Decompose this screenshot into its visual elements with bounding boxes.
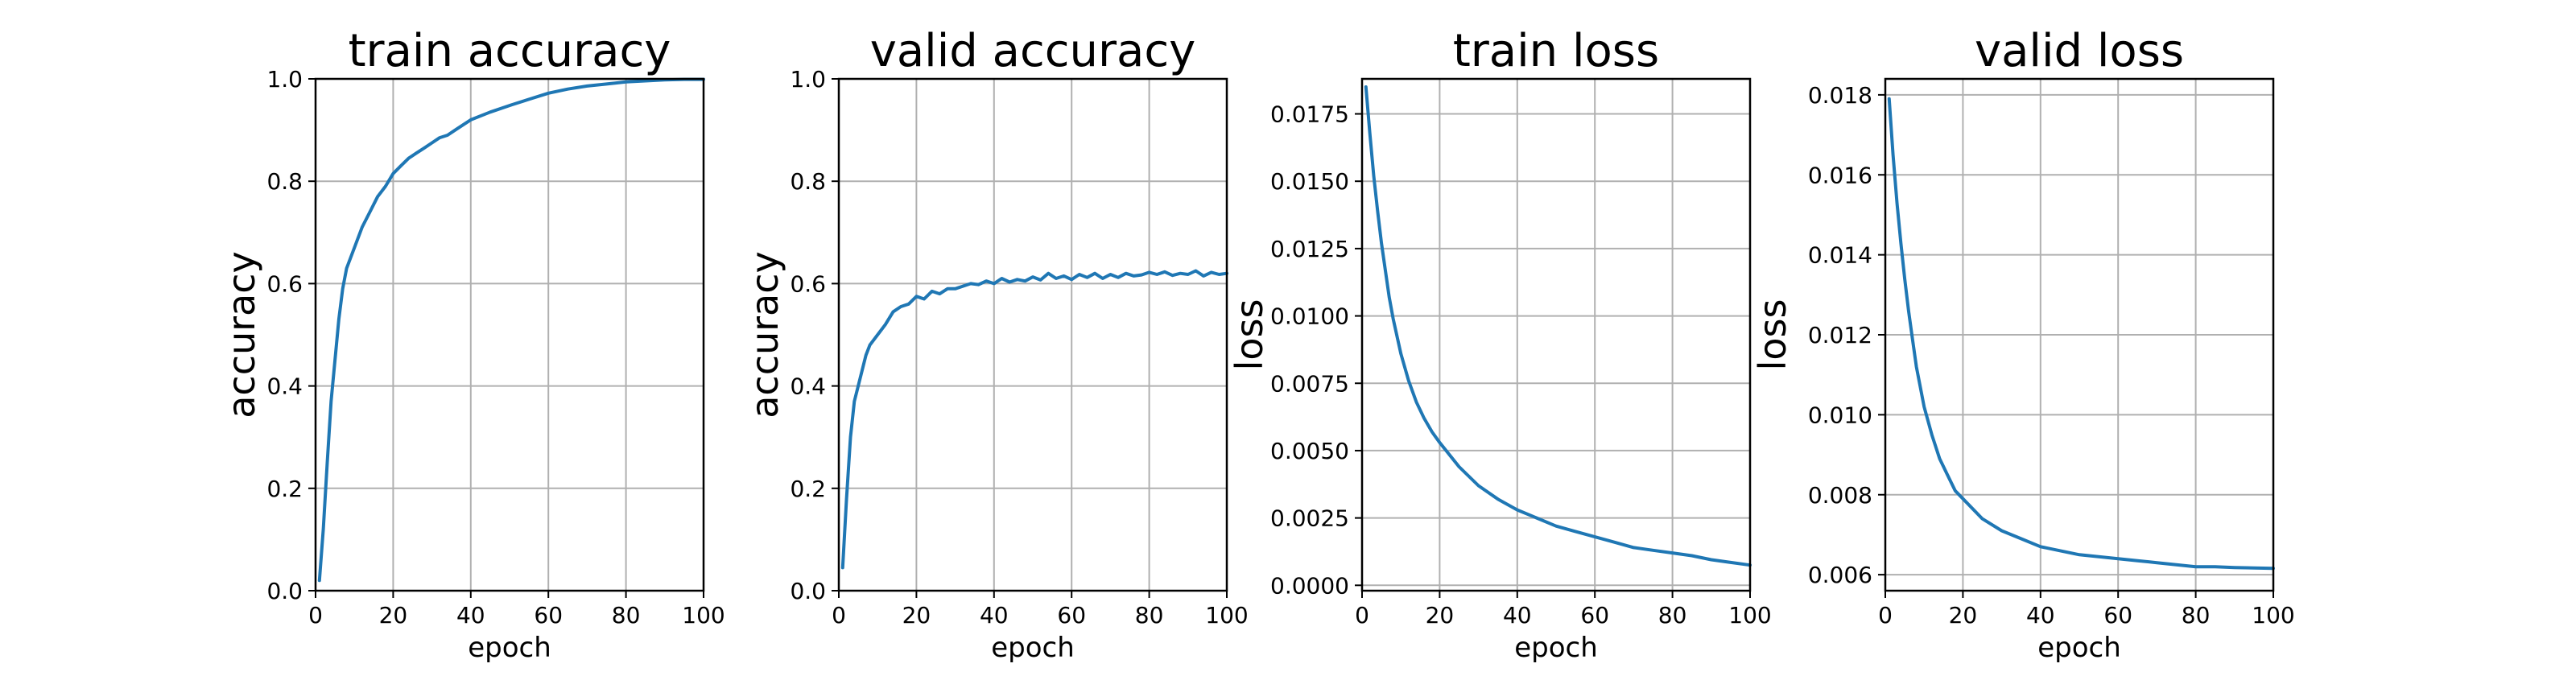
- x-tick-label: 80: [1135, 602, 1164, 629]
- x-ticks: 0 20 40 60 80 100: [1878, 591, 2295, 629]
- series-line: [1364, 85, 1752, 567]
- x-axis-label: epoch: [991, 632, 1075, 664]
- y-ticks: 0.0 0.2 0.4 0.6 0.8 1.0: [266, 66, 316, 604]
- y-tick-label: 0.008: [1808, 482, 1872, 509]
- x-tick-label: 100: [682, 602, 724, 629]
- x-ticks: 0 20 40 60 80 100: [1355, 591, 1772, 629]
- y-tick-label: 0.0150: [1270, 168, 1349, 195]
- y-axis-label: accuracy: [743, 251, 786, 418]
- x-tick-label: 40: [1503, 602, 1532, 629]
- x-ticks: 0 20 40 60 80 100: [308, 591, 725, 629]
- x-tick-label: 100: [1205, 602, 1248, 629]
- y-tick-label: 0.0: [266, 578, 303, 604]
- chart-title: valid accuracy: [870, 25, 1196, 77]
- x-tick-label: 40: [980, 602, 1009, 629]
- series-line: [1887, 97, 2275, 571]
- plot-frame: [1360, 77, 1752, 592]
- y-ticks: 0.0000 0.0025 0.0050 0.0075 0.0100 0.0125 0.01…: [1270, 101, 1362, 599]
- y-tick-label: 1.0: [790, 66, 826, 93]
- x-tick-label: 60: [2103, 602, 2132, 629]
- valid-loss-panel: 0 20 40 60 80 100 0.0060.0080.0100.0120.0140.…: [1751, 25, 2295, 664]
- x-tick-label: 80: [612, 602, 641, 629]
- x-tick-label: 60: [1057, 602, 1086, 629]
- chart-title: train loss: [1453, 25, 1659, 77]
- chart-title: valid loss: [1975, 25, 2184, 77]
- x-tick-label: 0: [1878, 602, 1893, 629]
- y-tick-label: 0.6: [790, 270, 826, 297]
- y-tick-label: 0.0075: [1270, 370, 1349, 397]
- x-tick-label: 40: [2026, 602, 2055, 629]
- y-tick-label: 0.012: [1808, 322, 1872, 348]
- x-axis-label: epoch: [468, 632, 551, 664]
- plot-frame: [314, 77, 705, 592]
- x-tick-label: 20: [902, 602, 931, 629]
- y-tick-label: 0.018: [1808, 82, 1872, 109]
- y-axis-label: loss: [1228, 299, 1271, 371]
- x-axis-label: epoch: [1514, 632, 1598, 664]
- x-tick-label: 20: [379, 602, 408, 629]
- y-tick-label: 0.0025: [1270, 505, 1349, 532]
- series-line: [840, 269, 1228, 570]
- y-tick-label: 0.010: [1808, 402, 1872, 428]
- x-tick-label: 60: [534, 602, 563, 629]
- x-tick-label: 0: [308, 602, 323, 629]
- x-ticks: 0 20 40 60 80 100: [832, 591, 1249, 629]
- y-tick-label: 0.0125: [1270, 236, 1349, 262]
- x-tick-label: 80: [2182, 602, 2211, 629]
- x-tick-label: 40: [456, 602, 485, 629]
- y-axis-label: loss: [1751, 299, 1794, 371]
- plot-frame: [1884, 77, 2275, 592]
- x-tick-label: 100: [1728, 602, 1771, 629]
- y-ticks: 0.006 0.008 0.010 0.012 0.014 0.016 0.018: [1808, 82, 1885, 588]
- x-tick-label: 20: [1426, 602, 1455, 629]
- x-tick-label: 20: [1949, 602, 1978, 629]
- x-tick-label: 80: [1658, 602, 1687, 629]
- series-line: [317, 77, 705, 583]
- x-tick-label: 0: [1355, 602, 1369, 629]
- plot-frame: [837, 77, 1228, 592]
- y-tick-label: 0.2: [790, 476, 826, 502]
- y-tick-label: 0.016: [1808, 162, 1872, 188]
- y-tick-label: 0.4: [266, 373, 303, 400]
- y-tick-label: 1.0: [266, 66, 303, 93]
- y-tick-label: 0.0000: [1270, 572, 1349, 599]
- chart-title: train accuracy: [349, 25, 671, 77]
- x-axis-label: epoch: [2037, 632, 2121, 664]
- y-ticks: 0.0 0.2 0.4 0.6 0.8 1.0: [790, 66, 839, 604]
- x-tick-label: 60: [1580, 602, 1609, 629]
- y-tick-label: 0.0175: [1270, 101, 1349, 128]
- x-tick-label: 100: [2252, 602, 2294, 629]
- x-tick-label: 0: [832, 602, 846, 629]
- train-loss-panel: 0 20 40 60 80 100 0.00000.00250.00500.00750.0…: [1228, 25, 1772, 664]
- y-tick-label: 0.4: [790, 373, 826, 400]
- y-tick-label: 0.014: [1808, 242, 1872, 269]
- y-tick-label: 0.6: [266, 270, 303, 297]
- y-tick-label: 0.006: [1808, 562, 1872, 588]
- y-axis-label: accuracy: [220, 251, 263, 418]
- grid: [315, 78, 704, 592]
- y-tick-label: 0.8: [266, 168, 303, 195]
- train-accuracy-panel: 0 20 40 60 80 100 0.0 0.2 0.4 0.6 0.8 1.0 train ac…: [220, 25, 725, 664]
- y-tick-label: 0.8: [790, 168, 826, 195]
- y-tick-label: 0.0050: [1270, 438, 1349, 464]
- valid-accuracy-panel: 0 20 40 60 80 100 0.0 0.2 0.4 0.6 0.8 1.0 valid ac…: [743, 25, 1249, 664]
- y-tick-label: 0.2: [266, 476, 303, 502]
- y-tick-label: 0.0100: [1270, 303, 1349, 330]
- y-tick-label: 0.0: [790, 578, 826, 604]
